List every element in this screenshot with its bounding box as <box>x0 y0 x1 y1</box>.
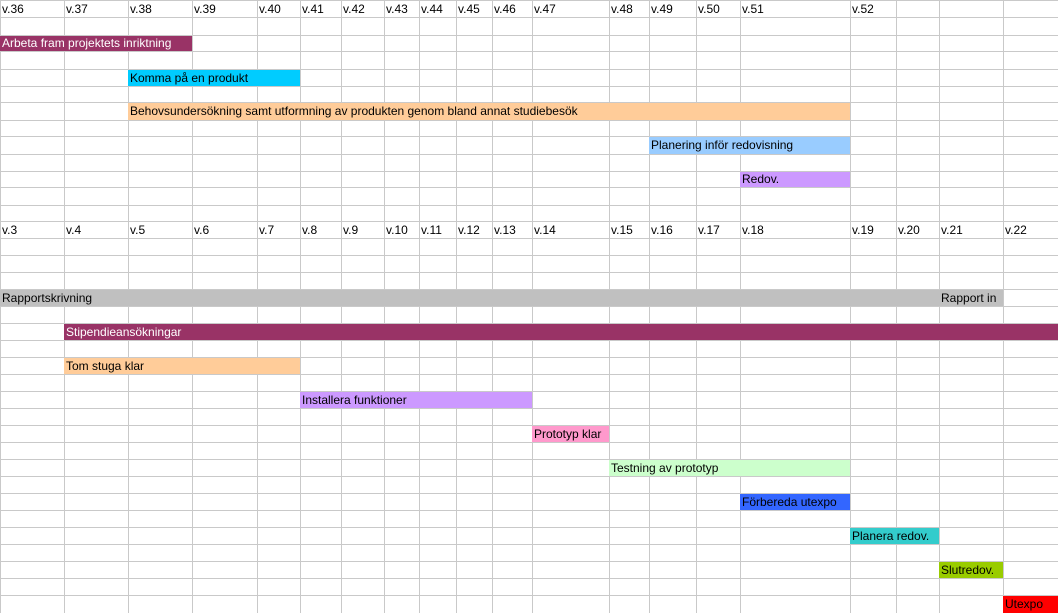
week-header-cell[interactable]: v.16 <box>651 223 673 237</box>
week-header-cell[interactable]: v.50 <box>698 2 720 16</box>
grid-row-line <box>0 102 1058 103</box>
week-header-cell[interactable]: v.15 <box>611 223 633 237</box>
week-header-cell[interactable]: v.38 <box>130 2 152 16</box>
grid-row-line <box>0 171 1058 172</box>
gantt-task-bar[interactable]: Förbereda utexpo <box>740 494 850 510</box>
gantt-task-bar[interactable]: Tom stuga klar <box>64 358 300 374</box>
week-header-cell[interactable]: v.12 <box>458 223 480 237</box>
gantt-task-bar[interactable]: Komma på en produkt <box>128 70 300 86</box>
grid-row-line <box>0 442 1058 443</box>
grid-row-line <box>0 544 1058 545</box>
grid-row-line <box>0 69 1058 70</box>
grid-row-line <box>0 255 1058 256</box>
gantt-task-bar[interactable]: Testning av prototyp <box>609 460 850 476</box>
week-header-cell[interactable]: v.48 <box>611 2 633 16</box>
grid-row-line <box>0 51 1058 52</box>
gantt-task-bar[interactable]: Arbeta fram projektets inriktning <box>0 36 192 51</box>
week-header-cell[interactable]: v.51 <box>742 2 764 16</box>
grid-row-line <box>0 561 1058 562</box>
week-header-cell[interactable]: v.41 <box>302 2 324 16</box>
gantt-task-bar[interactable]: Stipendieansökningar <box>64 324 1058 340</box>
week-header-cell[interactable]: v.6 <box>194 223 210 237</box>
grid-row-line <box>0 510 1058 511</box>
week-header-cell[interactable]: v.40 <box>259 2 281 16</box>
gantt-task-bar[interactable]: Prototyp klar <box>532 426 609 442</box>
gantt-task-bar[interactable]: Rapportskrivning <box>0 290 939 306</box>
grid-row-line <box>0 374 1058 375</box>
week-header-cell[interactable]: v.11 <box>421 223 442 237</box>
grid-row-line <box>0 578 1058 579</box>
grid-row-line <box>0 35 1058 36</box>
grid-row-line <box>0 340 1058 341</box>
gantt-task-bar[interactable]: Redov. <box>740 172 850 187</box>
grid-row-line <box>0 306 1058 307</box>
week-header-cell[interactable]: v.21 <box>941 223 963 237</box>
week-header-cell[interactable]: v.46 <box>494 2 516 16</box>
grid-row-line <box>0 476 1058 477</box>
week-header-cell[interactable]: v.42 <box>343 2 365 16</box>
grid-row-line <box>0 595 1058 596</box>
grid-row-line <box>0 493 1058 494</box>
gantt-task-bar[interactable]: Planera redov. <box>850 528 939 544</box>
week-header-cell[interactable]: v.13 <box>494 223 516 237</box>
grid-row-line <box>0 0 1058 1</box>
week-header-cell[interactable]: v.9 <box>343 223 359 237</box>
grid-row-line <box>0 17 1058 18</box>
gantt-task-bar[interactable]: Utexpo <box>1003 596 1058 613</box>
week-header-cell[interactable]: v.10 <box>386 223 408 237</box>
grid-row-line <box>0 425 1058 426</box>
gantt-task-bar[interactable]: Installera funktioner <box>300 392 532 408</box>
gantt-task-bar[interactable]: Planering inför redovisning <box>649 137 850 154</box>
week-header-cell[interactable]: v.8 <box>302 223 318 237</box>
week-header-cell[interactable]: v.19 <box>852 223 874 237</box>
week-header-cell[interactable]: v.17 <box>698 223 720 237</box>
grid-row-line <box>0 120 1058 121</box>
grid-row-line <box>0 357 1058 358</box>
week-header-cell[interactable]: v.45 <box>458 2 480 16</box>
week-header-cell[interactable]: v.7 <box>259 223 275 237</box>
grid-row-line <box>0 408 1058 409</box>
gantt-task-bar[interactable]: Behovsundersökning samt utformning av pr… <box>128 103 850 120</box>
week-header-cell[interactable]: v.14 <box>534 223 556 237</box>
week-header-cell[interactable]: v.3 <box>2 223 18 237</box>
week-header-cell[interactable]: v.18 <box>742 223 764 237</box>
week-header-cell[interactable]: v.36 <box>2 2 24 16</box>
grid-row-line <box>0 391 1058 392</box>
grid-row-line <box>0 272 1058 273</box>
week-header-cell[interactable]: v.4 <box>66 223 82 237</box>
week-header-cell[interactable]: v.22 <box>1005 223 1027 237</box>
week-header-cell[interactable]: v.5 <box>130 223 146 237</box>
week-header-cell[interactable]: v.37 <box>66 2 88 16</box>
grid-row-line <box>0 187 1058 188</box>
grid-row-line <box>0 289 1058 290</box>
week-header-cell[interactable]: v.44 <box>421 2 443 16</box>
grid-row-line <box>0 205 1058 206</box>
week-header-cell[interactable]: v.49 <box>651 2 673 16</box>
week-header-cell[interactable]: v.47 <box>534 2 556 16</box>
grid-row-line <box>0 323 1058 324</box>
grid-row-line <box>0 527 1058 528</box>
week-header-cell[interactable]: v.39 <box>194 2 216 16</box>
week-header-cell[interactable]: v.43 <box>386 2 408 16</box>
week-header-cell[interactable]: v.20 <box>898 223 920 237</box>
grid-row-line <box>0 154 1058 155</box>
gantt-task-bar[interactable]: Slutredov. <box>939 562 1003 578</box>
grid-row-line <box>0 221 1058 222</box>
gantt-task-bar[interactable]: Rapport in <box>939 290 1003 306</box>
week-header-cell[interactable]: v.52 <box>852 2 874 16</box>
grid-row-line <box>0 238 1058 239</box>
grid-row-line <box>0 86 1058 87</box>
grid-row-line <box>0 459 1058 460</box>
grid-row-line <box>0 136 1058 137</box>
